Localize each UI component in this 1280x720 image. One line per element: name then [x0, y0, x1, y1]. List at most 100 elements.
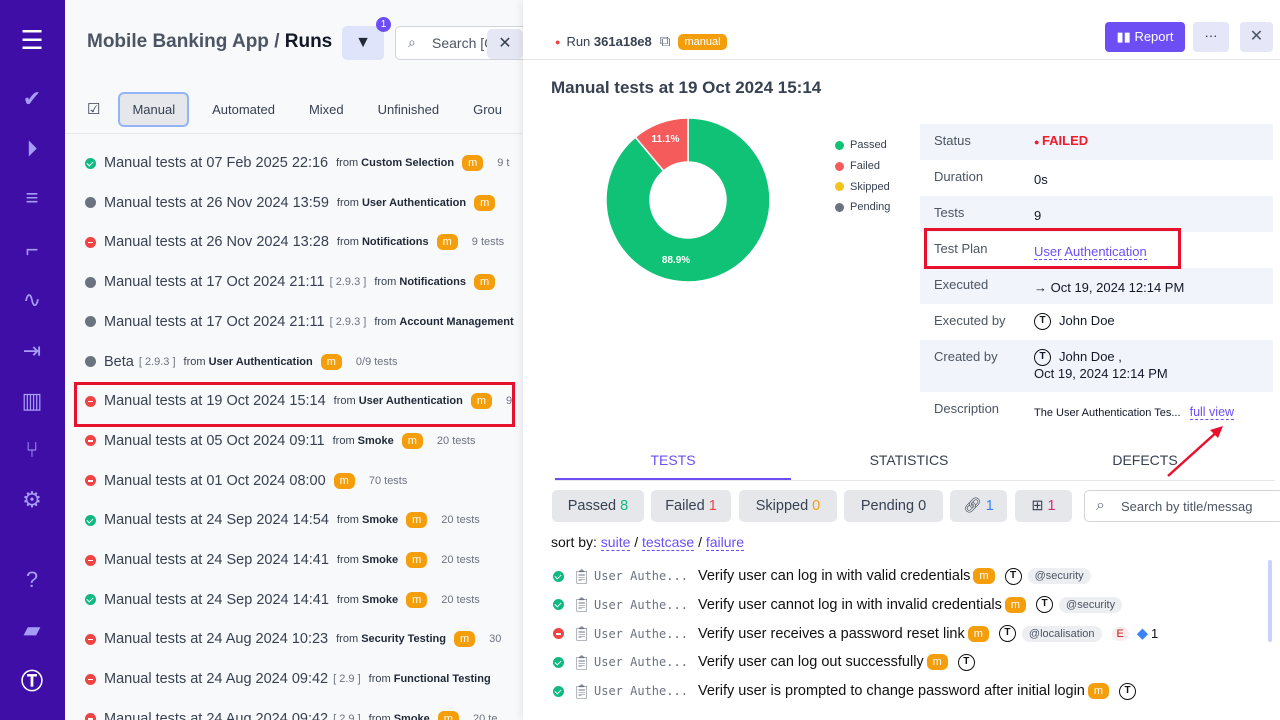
run-detail-panel: ● Run 361a18e8 ⧉ manual ▮▮ Report ··· ✕ …: [523, 0, 1280, 720]
select-all-icon[interactable]: ☑: [87, 101, 101, 118]
run-list-item[interactable]: Manual tests at 05 Oct 2024 09:11 from Sm…: [85, 421, 475, 461]
test-row[interactable]: 📋︎ User Authe... Verify user can log in wi…: [553, 562, 1091, 590]
filter-pending-button[interactable]: Pending 0: [844, 490, 943, 522]
import-icon[interactable]: ⇥: [22, 338, 42, 363]
run-title: Manual tests at 17 Oct 2024 21:11: [104, 274, 325, 291]
analytics-icon[interactable]: ▥: [21, 388, 43, 413]
test-row[interactable]: 📋︎ User Authe... Verify user receives a pa…: [553, 620, 1158, 648]
run-list-item[interactable]: Manual tests at 24 Aug 2024 09:42 [ 2.9 ]…: [85, 659, 491, 699]
tab-statistics[interactable]: STATISTICS: [869, 452, 949, 468]
run-source: from User Authentication: [334, 395, 463, 407]
report-button[interactable]: ▮▮ Report: [1105, 22, 1185, 52]
manual-badge: m: [973, 568, 995, 584]
sort-failure-link[interactable]: failure: [705, 534, 744, 551]
project-link[interactable]: Mobile Banking App: [87, 31, 269, 52]
filter-notes-button[interactable]: ⊞ 1: [1015, 490, 1072, 522]
run-list-item[interactable]: Manual tests at 24 Aug 2024 09:42 [ 2.9 ]…: [85, 699, 497, 720]
filter-links-button[interactable]: 🔗︎ 1: [950, 490, 1007, 522]
tab-tests[interactable]: TESTS: [555, 452, 791, 480]
status-text: FAILED: [1041, 133, 1089, 148]
status-dot-icon: ●: [555, 36, 561, 47]
run-list-item[interactable]: Manual tests at 19 Oct 2024 15:14 from Us…: [85, 381, 512, 421]
run-version: [ 2.9.3 ]: [329, 276, 367, 289]
legend-item[interactable]: Passed: [835, 135, 890, 156]
legend-item[interactable]: Failed: [835, 156, 890, 177]
user-logo-icon[interactable]: Ⓣ: [20, 669, 43, 694]
detail-tabs: TESTS STATISTICS DEFECTS: [555, 452, 1275, 481]
run-list-item[interactable]: Manual tests at 07 Feb 2025 22:16 from Cu…: [85, 143, 509, 183]
source-name: Security Testing: [361, 633, 446, 646]
branch-icon[interactable]: ⑂: [25, 437, 39, 462]
source-name: Custom Selection: [361, 157, 455, 169]
tab-manual[interactable]: Manual: [118, 91, 190, 127]
run-list-item[interactable]: Manual tests at 26 Nov 2024 13:28 from No…: [85, 222, 504, 262]
run-list-item[interactable]: Manual tests at 24 Sep 2024 14:54 from Sm…: [85, 500, 480, 540]
run-list-item[interactable]: Manual tests at 26 Nov 2024 13:59 from Us…: [85, 183, 496, 223]
avatar: T: [1119, 682, 1137, 700]
legend-item[interactable]: Pending: [835, 197, 890, 218]
test-count: 9 t: [497, 157, 510, 169]
legend-item[interactable]: Skipped: [835, 176, 890, 197]
play-icon[interactable]: ⏵: [26, 136, 38, 161]
link-icon: 🔗︎: [963, 498, 982, 514]
run-source: from Security Testing: [336, 633, 446, 645]
filter-skipped-button[interactable]: Skipped 0: [739, 490, 837, 522]
donut-slice-passed[interactable]: [605, 117, 771, 283]
test-tag[interactable]: @security: [1027, 568, 1091, 584]
run-list-item[interactable]: Manual tests at 24 Aug 2024 10:23 from Se…: [85, 619, 501, 659]
check-icon[interactable]: ✔: [22, 86, 42, 111]
pulse-icon[interactable]: ∿: [22, 287, 42, 312]
avatar: T: [1034, 313, 1051, 331]
failed-status-icon: [85, 435, 96, 447]
annotation-arrow-icon: [1167, 426, 1223, 477]
field-label: Description: [934, 401, 1000, 416]
suite-name: User Authe...: [594, 569, 688, 583]
full-view-link[interactable]: full view: [1189, 405, 1235, 420]
folder-icon[interactable]: ▰: [23, 617, 41, 642]
test-row[interactable]: 📋︎ User Authe... Verify user cannot log in…: [553, 591, 1123, 619]
settings-icon[interactable]: ⚙: [22, 487, 42, 512]
clipboard-icon: 📋︎: [573, 653, 591, 670]
tab-defects[interactable]: DEFECTS: [1112, 452, 1178, 468]
field-label: Duration: [934, 169, 984, 184]
filter-failed-button[interactable]: Failed 1: [651, 490, 731, 522]
skipped-count: 0: [812, 498, 821, 514]
test-row[interactable]: 📋︎ User Authe... Verify user can log out s…: [553, 648, 975, 676]
donut-slice-failed[interactable]: [634, 117, 689, 172]
sort-testcase-link[interactable]: testcase: [642, 534, 695, 551]
test-plan-link[interactable]: User Authentication: [1034, 244, 1147, 260]
test-search-input[interactable]: Search by title/messag: [1084, 490, 1280, 522]
run-list-item[interactable]: Manual tests at 17 Oct 2024 21:11 [ 2.9.3…: [85, 302, 514, 342]
help-icon[interactable]: ?: [25, 567, 39, 592]
sort-suite-link[interactable]: suite: [600, 534, 631, 551]
run-list-item[interactable]: Manual tests at 24 Sep 2024 14:41 from Sm…: [85, 580, 480, 620]
menu-icon[interactable]: ☰: [20, 25, 44, 55]
from-label: from: [336, 157, 359, 169]
tab-mixed[interactable]: Mixed: [308, 101, 344, 117]
filter-button[interactable]: ▼: [342, 26, 384, 60]
tab-unfinished[interactable]: Unfinished: [377, 101, 440, 117]
test-tag[interactable]: @localisation: [1021, 625, 1102, 642]
run-list-item[interactable]: Beta [ 2.9.3 ] from User Authentication m 0/…: [85, 342, 397, 382]
tab-groups[interactable]: Grou: [473, 101, 502, 117]
run-list-item[interactable]: Manual tests at 24 Sep 2024 14:41 from Sm…: [85, 540, 480, 580]
list-check-icon[interactable]: ≡: [25, 185, 39, 210]
from-label: from: [336, 554, 359, 566]
created-at-value: Oct 19, 2024 12:14 PM: [1034, 366, 1168, 382]
filter-passed-button[interactable]: Passed 8: [552, 490, 644, 522]
run-title: Manual tests at 24 Aug 2024 09:42: [104, 671, 329, 688]
test-count: 9: [506, 395, 513, 408]
more-button[interactable]: ···: [1193, 22, 1229, 52]
close-button[interactable]: ✕: [1240, 22, 1273, 52]
copy-icon[interactable]: ⧉: [659, 33, 671, 50]
test-tag[interactable]: @security: [1059, 596, 1123, 613]
tab-automated[interactable]: Automated: [212, 101, 275, 117]
clear-search-button[interactable]: ✕: [487, 29, 523, 59]
steps-icon[interactable]: ⌐: [25, 237, 39, 262]
scrollbar[interactable]: [1268, 560, 1272, 642]
test-row[interactable]: 📋︎ User Authe... Verify user is prompted t…: [553, 677, 1137, 705]
run-list-item[interactable]: Manual tests at 17 Oct 2024 21:11 [ 2.9.3…: [85, 262, 496, 302]
run-list-item[interactable]: Manual tests at 01 Oct 2024 08:00 m 70 tes…: [85, 461, 407, 501]
search-icon: ⌕: [1096, 497, 1105, 514]
from-label: from: [336, 196, 359, 209]
